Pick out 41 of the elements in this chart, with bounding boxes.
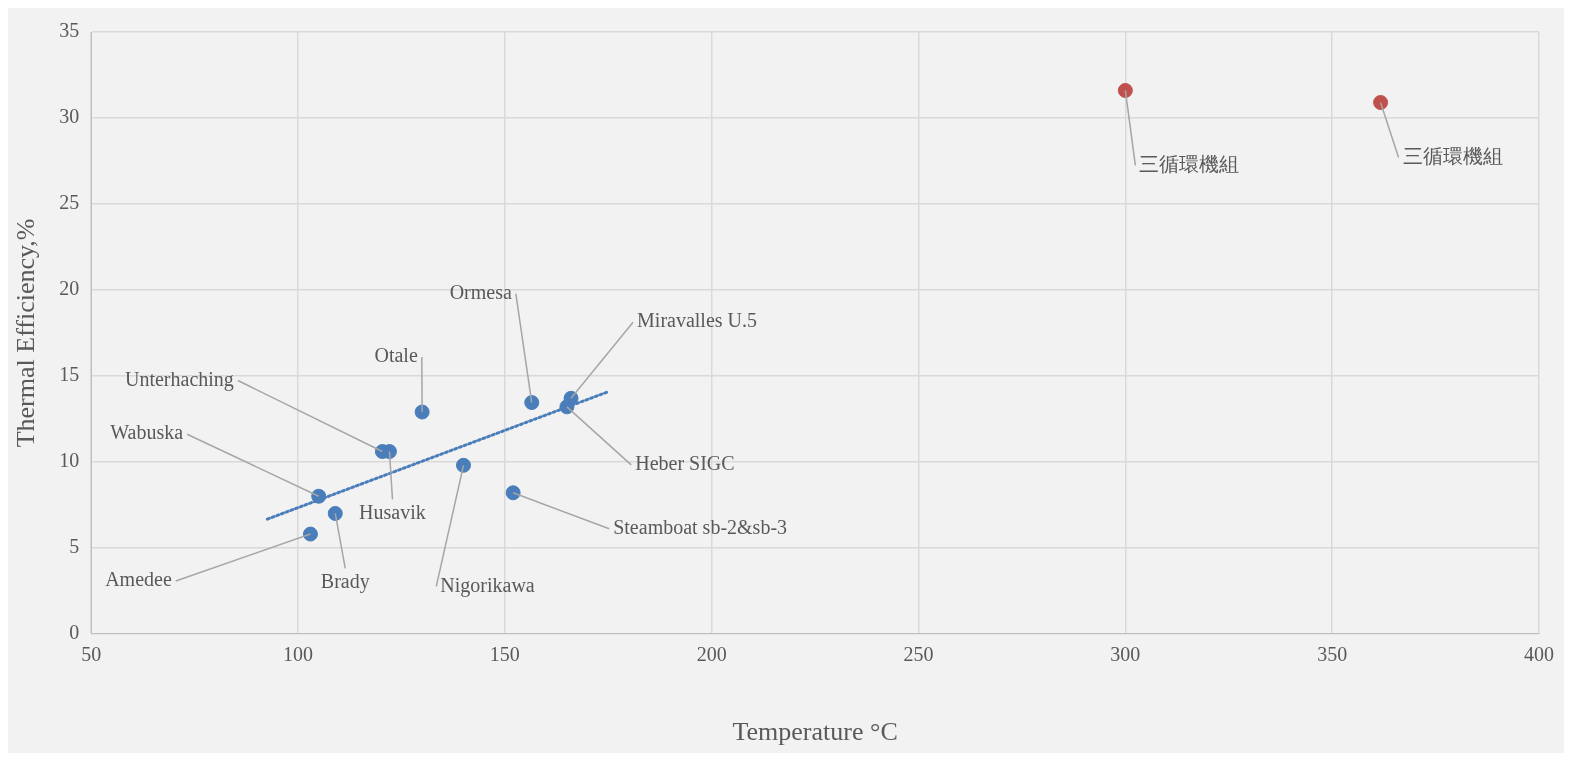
x-axis-title: Temperature °C [732, 717, 898, 747]
point [302, 526, 318, 542]
x-tick-label: 300 [1110, 643, 1141, 666]
point [505, 485, 521, 501]
x-tick-label: 200 [696, 643, 727, 666]
y-axis-title: Thermal Efficiency,% [11, 218, 41, 448]
annotation: 三循環機組 [1402, 144, 1503, 167]
point [455, 457, 471, 473]
point [1373, 95, 1389, 110]
annotation: 三循環機組 [1139, 152, 1240, 175]
annotation: Brady [320, 569, 370, 593]
x-tick-label: 150 [489, 643, 520, 666]
point [327, 505, 343, 521]
y-tick-label: 25 [59, 191, 80, 214]
x-tick-label: 350 [1317, 643, 1348, 666]
x-tick-label: 50 [81, 643, 102, 666]
point [414, 404, 430, 420]
annotation: Steamboat sb-2&sb-3 [613, 516, 788, 539]
y-tick-label: 35 [59, 19, 80, 42]
annotation: Amedee [105, 568, 172, 591]
annotation: Ormesa [449, 280, 512, 303]
y-tick-label: 5 [69, 535, 80, 558]
annotation: Wabuska [110, 421, 184, 444]
y-tick-label: 30 [59, 105, 80, 128]
y-tick-label: 20 [59, 277, 80, 300]
annotation: Heber SIGC [635, 452, 735, 475]
x-tick-label: 100 [283, 643, 314, 666]
y-tick-label: 0 [69, 621, 80, 644]
annotation: Unterhaching [124, 367, 234, 391]
x-tick-label: 400 [1524, 643, 1554, 666]
annotation: Nigorikawa [440, 573, 535, 597]
y-tick-label: 15 [59, 363, 80, 386]
x-tick-label: 250 [903, 643, 934, 666]
y-tick-label: 10 [59, 449, 80, 472]
point [311, 488, 327, 504]
point [1117, 82, 1133, 98]
annotation: Otale [374, 344, 418, 367]
point [563, 390, 579, 406]
annotation: Husavik [359, 500, 426, 523]
annotation: Miravalles U.5 [637, 309, 758, 332]
point [524, 395, 540, 411]
